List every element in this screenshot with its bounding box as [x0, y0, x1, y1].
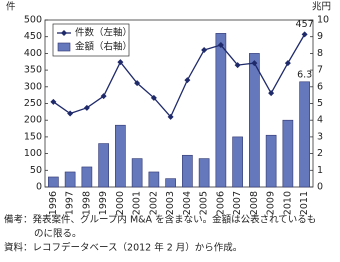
bar — [48, 176, 59, 188]
bar — [81, 166, 93, 188]
bar — [265, 134, 277, 188]
x-tick-label: 2009 — [266, 191, 277, 215]
x-tick-label: 2001 — [132, 191, 143, 215]
x-tick-label: 2011 — [299, 191, 310, 215]
line-marker — [184, 77, 191, 84]
line-marker — [83, 104, 90, 111]
bar — [165, 178, 176, 188]
y2-tick-label: 10 — [317, 15, 329, 26]
legend-swatch — [57, 42, 71, 52]
x-tick-label: 2002 — [148, 191, 159, 215]
y2-tick-label: 1 — [317, 165, 323, 176]
y2-tick-label: 4 — [317, 115, 323, 126]
x-tick-label: 2007 — [232, 191, 243, 215]
line-marker — [301, 31, 308, 38]
y2-tick-label: 0 — [317, 182, 323, 193]
x-tick-label: 2005 — [199, 191, 210, 215]
bar — [232, 136, 243, 188]
x-tick-label: 1997 — [65, 191, 76, 215]
y2-tick-label: 3 — [317, 131, 323, 142]
line-marker — [167, 113, 174, 120]
x-tick-label: 2003 — [165, 191, 176, 215]
y-tick-label: 50 — [30, 165, 42, 176]
y-tick-label: 0 — [36, 182, 42, 193]
legend-label: 件数（左軸） — [75, 27, 132, 39]
line-marker — [50, 98, 57, 105]
bar — [148, 171, 160, 188]
line-marker — [284, 60, 291, 67]
y-tick-label: 350 — [24, 65, 42, 76]
bar — [215, 33, 227, 188]
line-value-label: 457 — [296, 19, 314, 30]
bar — [299, 81, 310, 188]
y2-tick-label: 7 — [317, 65, 323, 76]
bar-value-label: 6.3 — [297, 69, 312, 80]
line-marker — [251, 60, 258, 67]
y-tick-label: 250 — [24, 98, 42, 109]
line-marker — [117, 59, 124, 66]
bar — [98, 143, 109, 188]
note: 資料：レコフデータベース（2012 年 2 月）から作成。 — [4, 242, 242, 254]
line-marker — [268, 90, 275, 97]
y-tick-label: 450 — [24, 31, 42, 42]
x-tick-label: 1996 — [48, 191, 59, 215]
line-marker — [67, 110, 74, 117]
y2-tick-label: 5 — [317, 98, 323, 109]
legend-marker — [61, 30, 67, 36]
x-tick-label: 2010 — [282, 191, 293, 215]
bar — [198, 158, 210, 188]
bar — [131, 158, 143, 188]
x-tick-label: 1998 — [81, 191, 92, 215]
y-tick-label: 500 — [24, 15, 42, 26]
x-tick-label: 2004 — [182, 191, 193, 215]
y2-tick-label: 2 — [317, 148, 323, 159]
x-tick-label: 1999 — [98, 191, 109, 215]
line-marker — [134, 80, 141, 87]
bar — [115, 124, 126, 188]
line-marker — [217, 42, 224, 49]
bar — [249, 53, 260, 188]
note: のに限る。 — [34, 229, 82, 240]
line-marker — [100, 93, 107, 100]
y-tick-label: 100 — [24, 148, 42, 159]
y2-tick-label: 6 — [317, 81, 323, 92]
bar — [282, 119, 294, 188]
x-tick-label: 2008 — [249, 191, 260, 215]
y2-unit: 兆円 — [312, 2, 331, 13]
note: 備考：発表案件、グループ内 M&A を含まない。金額は公表されているも — [4, 214, 316, 226]
y-unit: 件 — [6, 1, 16, 13]
legend-label: 金額（右軸） — [75, 41, 132, 53]
y-tick-label: 400 — [24, 48, 42, 59]
y2-tick-label: 8 — [317, 48, 323, 59]
bar — [182, 154, 193, 188]
line-marker — [234, 62, 241, 69]
line-marker — [150, 94, 157, 101]
x-tick-label: 2000 — [115, 191, 126, 215]
y-tick-label: 150 — [24, 131, 42, 142]
line-marker — [201, 47, 208, 54]
y-tick-label: 300 — [24, 81, 42, 92]
y-tick-label: 200 — [24, 115, 42, 126]
bar — [64, 171, 76, 188]
line — [53, 34, 306, 119]
y2-tick-label: 9 — [317, 31, 323, 42]
x-tick-label: 2006 — [215, 191, 226, 215]
